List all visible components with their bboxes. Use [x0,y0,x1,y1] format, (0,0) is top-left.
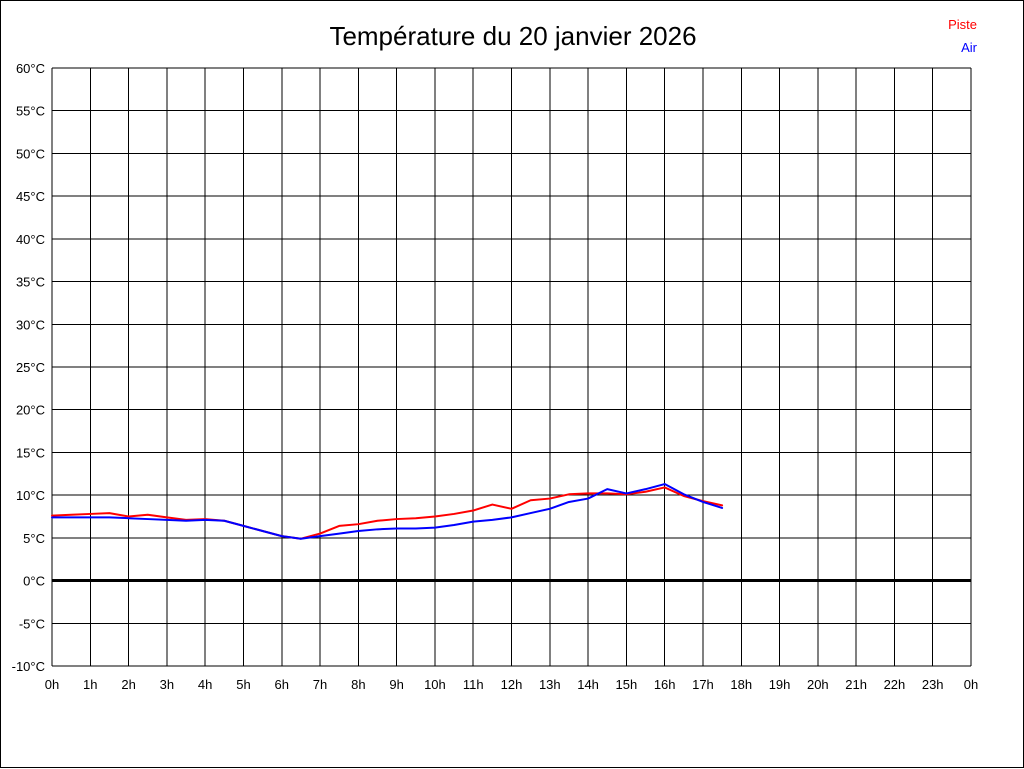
x-tick-label: 0h [964,677,978,692]
x-tick-label: 11h [463,677,484,692]
x-tick-label: 10h [424,677,446,692]
y-tick-label: 10°C [16,488,45,503]
series-line-air [51,483,724,540]
legend-label-piste: Piste [948,17,977,32]
x-tick-label: 18h [730,677,752,692]
y-tick-label: 0°C [23,574,45,589]
x-tick-label: 4h [198,677,212,692]
x-tick-label: 5h [236,677,250,692]
y-tick-label: 15°C [16,445,45,460]
x-tick-label: 0h [45,677,59,692]
y-tick-label: 60°C [16,61,45,76]
x-tick-label: 19h [769,677,791,692]
y-tick-label: 50°C [16,146,45,161]
legend: Piste Air [948,13,977,59]
x-tick-label: 8h [351,677,365,692]
y-tick-label: 55°C [16,104,45,119]
x-tick-label: 17h [692,677,714,692]
x-tick-label: 3h [160,677,174,692]
chart-title: Température du 20 janvier 2026 [329,21,697,51]
x-tick-label: 16h [654,677,676,692]
x-tick-label: 20h [807,677,829,692]
legend-label-air: Air [961,40,977,55]
x-tick-label: 13h [539,677,561,692]
legend-item-piste: Piste [948,13,977,36]
x-tick-label: 14h [577,677,599,692]
y-tick-label: 40°C [16,232,45,247]
x-tick-label: 23h [922,677,944,692]
y-tick-label: 35°C [16,275,45,290]
x-tick-label: 22h [884,677,906,692]
y-tick-label: 25°C [16,360,45,375]
x-tick-label: 9h [389,677,403,692]
y-tick-label: -5°C [19,616,45,631]
x-tick-label: 1h [83,677,97,692]
legend-item-air: Air [961,36,977,59]
y-tick-label: 45°C [16,189,45,204]
y-tick-label: -10°C [12,659,45,674]
x-tick-label: 12h [501,677,523,692]
y-tick-label: 30°C [16,317,45,332]
series-line-piste [51,486,724,540]
x-tick-label: 2h [121,677,135,692]
x-tick-label: 21h [845,677,867,692]
x-tick-label: 15h [616,677,638,692]
x-tick-label: 6h [275,677,289,692]
x-tick-label: 7h [313,677,327,692]
y-tick-label: 5°C [23,531,45,546]
y-tick-label: 20°C [16,403,45,418]
